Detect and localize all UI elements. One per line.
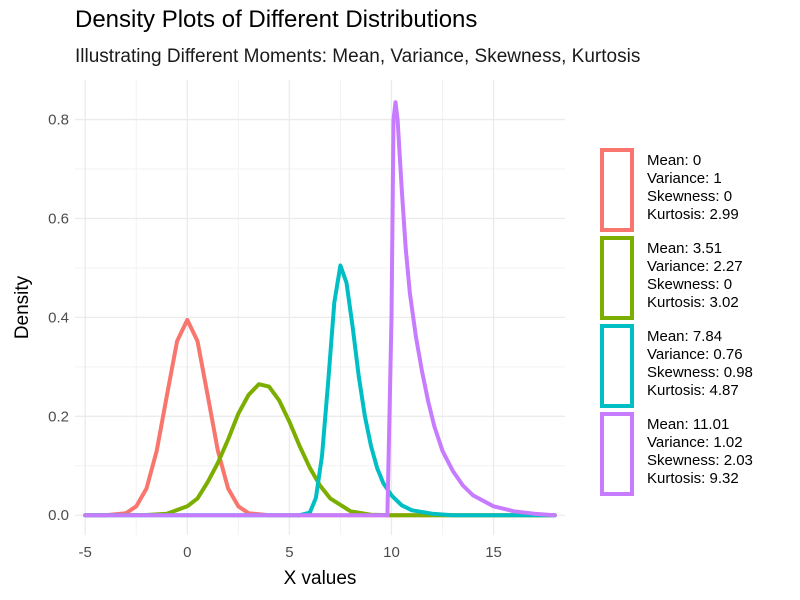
legend-line: Skewness: 0.98	[647, 364, 753, 381]
legend-line: Kurtosis: 3.02	[647, 294, 739, 311]
legend-line: Kurtosis: 2.99	[647, 206, 739, 223]
legend-line: Mean: 11.01	[647, 416, 730, 433]
x-tick-label: 0	[183, 544, 191, 561]
legend-label-4: Mean: 11.01 Variance: 1.02 Skewness: 2.03 K…	[647, 416, 753, 488]
legend-key-3	[600, 324, 634, 408]
legend-key-4	[600, 412, 634, 496]
y-tick-label: 0.6	[48, 210, 69, 227]
legend-line: Variance: 1.02	[647, 434, 743, 451]
y-tick-label: 0.0	[48, 507, 69, 524]
x-axis-label: X values	[284, 568, 357, 589]
legend-line: Skewness: 0	[647, 188, 733, 205]
legend-label-2: Mean: 3.51 Variance: 2.27 Skewness: 0 Kurto…	[647, 240, 743, 312]
legend-line: Mean: 7.84	[647, 328, 723, 345]
y-tick-label: 0.4	[48, 309, 69, 326]
x-tick-label: 15	[485, 544, 502, 561]
legend-line: Kurtosis: 4.87	[647, 382, 739, 399]
legend-key-1	[600, 148, 634, 232]
x-tick-label: 5	[285, 544, 293, 561]
legend-line: Kurtosis: 9.32	[647, 470, 739, 487]
y-tick-label: 0.8	[48, 112, 69, 129]
legend-line: Variance: 2.27	[647, 258, 743, 275]
legend-line: Mean: 0	[647, 152, 702, 169]
legend-label-1: Mean: 0 Variance: 1 Skewness: 0 Kurtosis: 2…	[647, 152, 739, 224]
x-tick-label: 10	[383, 544, 400, 561]
legend-line: Skewness: 2.03	[647, 452, 753, 469]
legend-line: Variance: 0.76	[647, 346, 743, 363]
chart-subtitle: Illustrating Different Moments: Mean, Va…	[75, 46, 641, 67]
density-line-2	[83, 382, 557, 518]
y-tick-label: 0.2	[48, 408, 69, 425]
legend-line: Skewness: 0	[647, 276, 733, 293]
legend-key-2	[600, 236, 634, 320]
chart-title: Density Plots of Different Distributions	[75, 6, 478, 33]
legend-line: Mean: 3.51	[647, 240, 723, 257]
density-line-3	[83, 263, 557, 518]
legend-label-3: Mean: 7.84 Variance: 0.76 Skewness: 0.98 Ku…	[647, 328, 753, 400]
x-tick-label: -5	[79, 544, 92, 561]
y-axis-label: Density	[12, 275, 33, 339]
density-line-4	[83, 100, 557, 518]
legend-line: Variance: 1	[647, 170, 722, 187]
